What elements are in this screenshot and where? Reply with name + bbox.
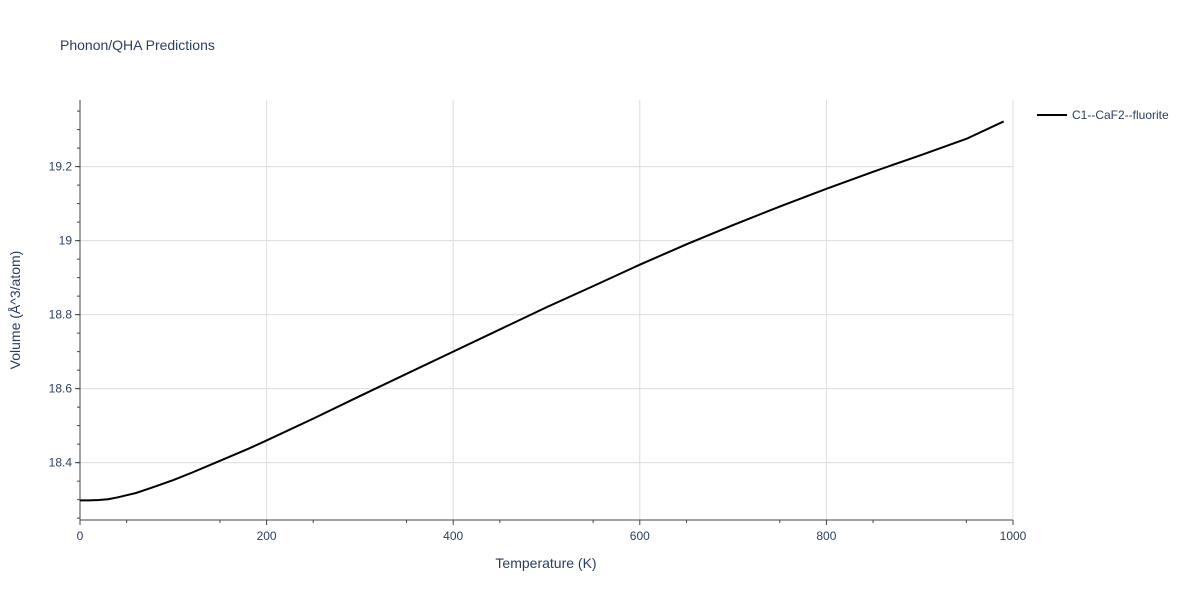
legend-label: C1--CaF2--fluorite xyxy=(1072,108,1169,122)
chart-title: Phonon/QHA Predictions xyxy=(60,37,215,53)
y-tick-label: 18.4 xyxy=(49,456,73,470)
series-layer xyxy=(80,120,1005,502)
y-axis-title: Volume (Å^3/atom) xyxy=(7,251,23,370)
y-tick-label: 19.2 xyxy=(49,160,73,174)
x-tick-label: 400 xyxy=(443,529,463,543)
y-tick-label: 19 xyxy=(59,234,73,248)
legend-item[interactable]: C1--CaF2--fluorite xyxy=(1037,108,1169,122)
y-tick-label: 18.6 xyxy=(49,382,73,396)
x-tick-label: 1000 xyxy=(1000,529,1027,543)
axes: 0 200 400 600 800 1000 18.4 18.6 18.8 19 19.2 xyxy=(49,100,1027,543)
y-tick-label: 18.8 xyxy=(49,308,73,322)
x-axis-title: Temperature (K) xyxy=(495,555,596,571)
legend[interactable]: C1--CaF2--fluorite xyxy=(1037,108,1169,122)
x-tick-label: 800 xyxy=(816,529,836,543)
x-tick-label: 0 xyxy=(77,529,84,543)
x-tick-label: 600 xyxy=(630,529,650,543)
grid xyxy=(80,100,1014,520)
series-line xyxy=(80,120,1005,502)
x-tick-label: 200 xyxy=(257,529,277,543)
